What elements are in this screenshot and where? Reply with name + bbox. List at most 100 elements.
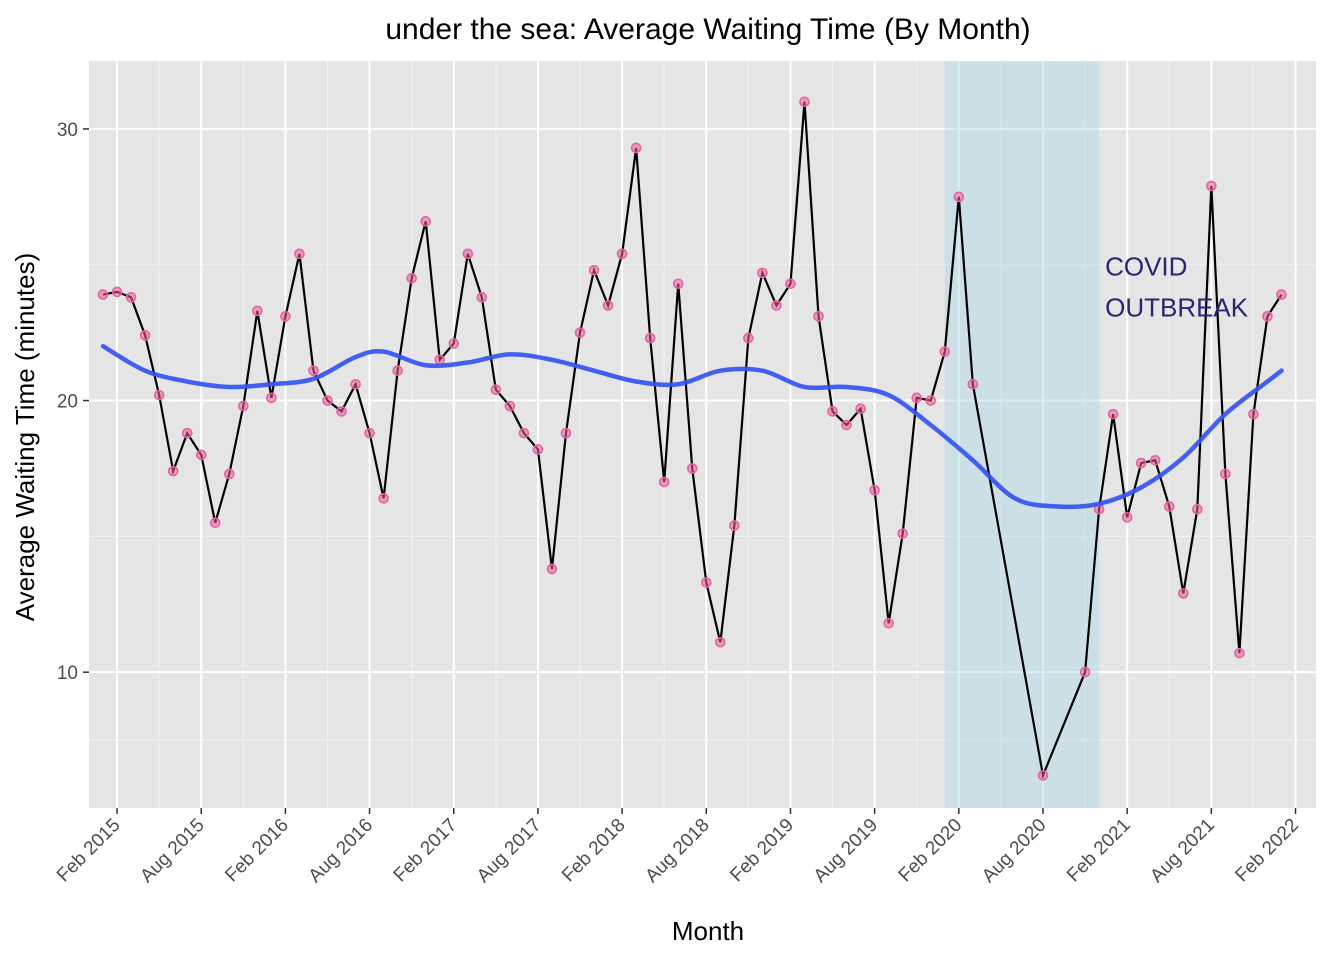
data-point xyxy=(1262,311,1273,322)
data-point xyxy=(869,484,880,496)
data-point xyxy=(644,332,656,344)
y-axis: 10 20 30 xyxy=(57,120,89,684)
x-tick-label: Feb 2015 xyxy=(53,815,125,887)
data-point xyxy=(1135,457,1147,469)
data-point xyxy=(322,395,333,406)
data-point xyxy=(532,444,544,455)
x-tick-label: Feb 2021 xyxy=(1063,815,1135,887)
data-point xyxy=(827,406,838,417)
data-point xyxy=(125,292,137,303)
data-point xyxy=(364,427,375,439)
data-point xyxy=(97,289,109,300)
data-point xyxy=(897,528,908,539)
data-point xyxy=(911,392,923,404)
x-tick-label: Aug 2018 xyxy=(641,815,713,887)
data-point xyxy=(1206,180,1217,192)
data-point xyxy=(729,520,740,531)
data-point xyxy=(700,577,712,588)
data-point xyxy=(813,311,824,322)
data-point xyxy=(925,395,937,406)
data-point xyxy=(238,400,249,412)
data-point xyxy=(855,403,866,414)
data-point xyxy=(953,191,965,203)
data-point xyxy=(1149,455,1161,466)
data-point xyxy=(616,248,628,260)
data-point xyxy=(799,96,810,108)
data-point xyxy=(743,332,754,344)
data-point xyxy=(153,389,165,401)
plot-panel xyxy=(89,61,1316,808)
smooth-trend-line xyxy=(100,343,1284,510)
data-point xyxy=(1121,512,1133,523)
data-point xyxy=(448,338,460,349)
data-point xyxy=(504,400,516,412)
data-point xyxy=(518,427,530,439)
data-point xyxy=(280,311,291,322)
x-tick-label: Feb 2018 xyxy=(558,815,630,887)
data-point xyxy=(1177,588,1189,599)
data-point xyxy=(406,273,417,284)
minor-gridlines xyxy=(89,61,1316,808)
data-point xyxy=(757,267,768,279)
data-point xyxy=(139,330,151,341)
data-point xyxy=(1248,408,1259,420)
y-tick-label: 30 xyxy=(57,120,78,141)
data-point xyxy=(574,327,586,338)
data-point xyxy=(308,365,319,376)
data-point xyxy=(630,142,642,154)
chart-title: under the sea: Average Waiting Time (By … xyxy=(385,13,1030,46)
data-point xyxy=(111,286,123,298)
data-point xyxy=(967,378,979,390)
data-point xyxy=(392,365,403,376)
x-tick-label: Aug 2020 xyxy=(978,815,1050,887)
data-point xyxy=(1192,503,1203,515)
data-point xyxy=(546,563,558,575)
data-point xyxy=(1234,647,1245,659)
data-point xyxy=(420,215,432,227)
data-point xyxy=(223,468,235,480)
x-tick-label: Aug 2016 xyxy=(305,815,377,887)
y-tick-label: 20 xyxy=(57,392,78,413)
data-point xyxy=(336,406,347,417)
y-axis-title: Average Waiting Time (minutes) xyxy=(10,253,40,621)
data-point xyxy=(195,449,207,461)
x-tick-label: Aug 2019 xyxy=(810,815,882,887)
data-point xyxy=(181,427,193,439)
data-point xyxy=(434,354,446,366)
data-point xyxy=(1107,408,1119,420)
x-tick-label: Aug 2021 xyxy=(1146,815,1218,887)
data-point xyxy=(490,384,502,395)
series-points xyxy=(97,96,1287,781)
data-point xyxy=(1163,501,1175,512)
smooth-trend-group xyxy=(100,343,1284,510)
data-point xyxy=(588,264,600,276)
data-point xyxy=(939,346,951,357)
data-point xyxy=(294,248,305,260)
x-tick-label: Feb 2020 xyxy=(895,815,967,887)
covid-annotation-line-1: COVID xyxy=(1105,252,1187,282)
data-point xyxy=(560,427,572,439)
x-tick-label: Aug 2017 xyxy=(473,815,545,887)
covid-shaded-region xyxy=(944,61,1100,808)
data-point xyxy=(266,392,277,404)
x-tick-label: Feb 2019 xyxy=(726,815,798,887)
x-tick-label: Feb 2017 xyxy=(390,815,462,887)
data-point xyxy=(252,305,263,317)
x-tick-label: Feb 2022 xyxy=(1231,815,1303,887)
x-axis: Feb 2015 Aug 2015 Feb 2016 Aug 2016 Feb 2017… xyxy=(53,808,1303,887)
covid-annotation-line-2: OUTBREAK xyxy=(1105,293,1249,323)
data-point xyxy=(1037,770,1049,781)
x-axis-title: Month xyxy=(672,916,744,946)
data-point xyxy=(672,278,684,290)
data-point xyxy=(462,248,474,260)
data-point xyxy=(350,378,361,390)
data-point xyxy=(1220,468,1231,480)
data-point xyxy=(167,465,179,477)
data-point xyxy=(658,476,670,488)
data-point xyxy=(715,637,726,648)
x-tick-label: Aug 2015 xyxy=(136,815,208,887)
data-point xyxy=(785,278,796,290)
data-point xyxy=(378,493,389,504)
data-point xyxy=(686,463,698,474)
